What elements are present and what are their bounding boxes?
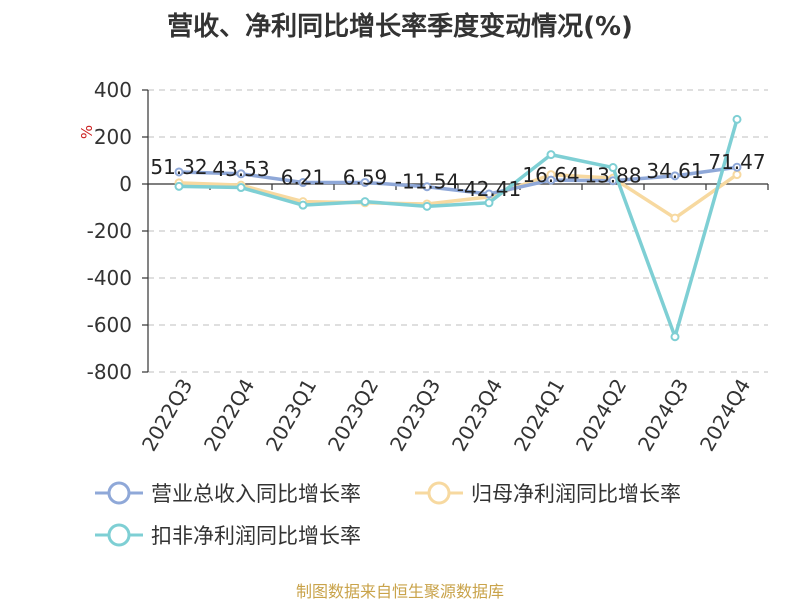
data-point — [422, 182, 432, 192]
data-point — [670, 213, 680, 223]
y-tick-label: 0 — [119, 172, 132, 196]
data-point — [546, 175, 556, 185]
y-axis-label: % — [78, 125, 96, 139]
series-line — [178, 172, 739, 220]
x-tick-label: 2023Q4 — [447, 375, 507, 456]
grid — [148, 89, 768, 373]
data-label: 71.47 — [708, 150, 765, 174]
data-point — [732, 162, 742, 172]
series-lines — [174, 114, 742, 342]
chart-title: 营收、净利同比增长率季度变动情况(%) — [167, 12, 633, 42]
y-tick-label: -200 — [87, 219, 132, 243]
legend-swatch-deducted-profit — [95, 523, 143, 547]
x-tick-label: 2023Q3 — [385, 375, 445, 456]
data-point — [484, 198, 494, 208]
data-point — [360, 197, 370, 207]
y-tick-label: -400 — [87, 266, 132, 290]
legend-swatch-revenue — [95, 481, 143, 505]
legend-label-revenue: 营业总收入同比增长率 — [151, 482, 361, 506]
legend-label-net-profit: 归母净利润同比增长率 — [471, 482, 681, 506]
data-label: 43.53 — [212, 157, 269, 181]
legend-item-deducted-profit[interactable]: 扣非净利润同比增长率 — [95, 520, 361, 550]
x-tick-label: 2023Q2 — [323, 375, 383, 456]
data-label: 16.64 — [522, 163, 579, 187]
data-point — [236, 183, 246, 193]
legend-item-revenue[interactable]: 营业总收入同比增长率 — [95, 478, 361, 508]
data-label: 34.61 — [646, 159, 703, 183]
data-point — [732, 114, 742, 124]
data-point — [174, 181, 184, 191]
x-tick-label: 2024Q2 — [571, 375, 631, 456]
data-label: 6.21 — [281, 166, 326, 190]
data-point — [422, 201, 432, 211]
x-tick-label: 2024Q4 — [695, 375, 755, 456]
data-point — [236, 169, 246, 179]
source-note: 制图数据来自恒生聚源数据库 — [295, 582, 504, 601]
y-tick-label: 200 — [94, 125, 132, 149]
series-line — [178, 165, 738, 196]
x-tick-label: 2022Q4 — [199, 375, 259, 456]
data-point — [670, 332, 680, 342]
data-point — [360, 177, 370, 187]
data-label: 51.32 — [150, 155, 207, 179]
y-tick-label: -600 — [87, 313, 132, 337]
x-tick-label: 2024Q3 — [633, 375, 693, 456]
data-point — [484, 189, 494, 199]
y-tick-label: -800 — [87, 360, 132, 384]
data-label: 13.88 — [584, 164, 641, 188]
data-point — [670, 171, 680, 181]
data-point — [298, 178, 308, 188]
data-point — [174, 167, 184, 177]
data-point — [608, 163, 618, 173]
series-line — [178, 118, 739, 339]
x-tick-label: 2023Q1 — [261, 375, 321, 456]
x-tick-label: 2024Q1 — [509, 375, 569, 456]
data-label: -11.54 — [395, 170, 459, 194]
legend-swatch-net-profit — [415, 481, 463, 505]
data-label: -42.41 — [457, 177, 521, 201]
x-tick-label: 2022Q3 — [137, 375, 197, 456]
data-point — [546, 150, 556, 160]
data-point — [298, 200, 308, 210]
y-tick-label: 400 — [94, 78, 132, 102]
data-label: 6.59 — [343, 165, 388, 189]
legend-label-deducted-profit: 扣非净利润同比增长率 — [151, 524, 361, 548]
legend-item-net-profit[interactable]: 归母净利润同比增长率 — [415, 478, 681, 508]
